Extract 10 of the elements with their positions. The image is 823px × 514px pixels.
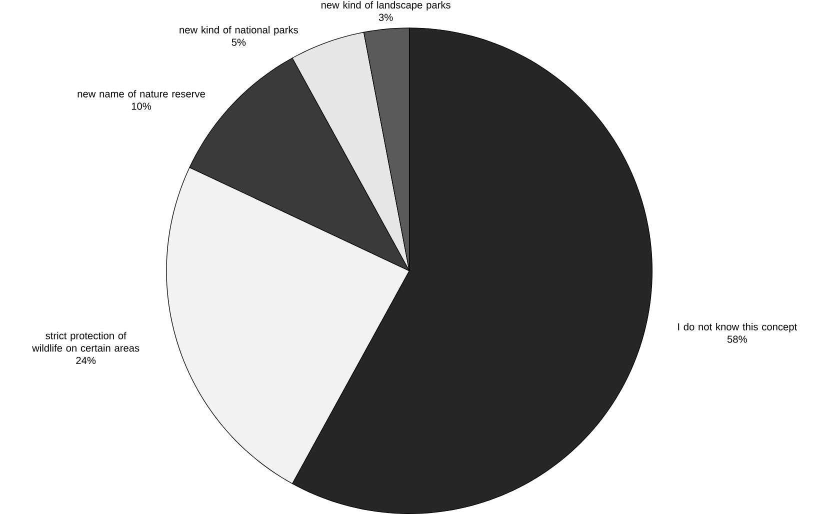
slice-label: strict protection of wildlife on certain areas bbox=[32, 332, 140, 352]
slice-label: new name of nature reserve bbox=[78, 90, 205, 98]
data-label: 3% bbox=[378, 14, 393, 21]
data-label: 10% bbox=[132, 102, 152, 110]
slice-label: new kind of national parks bbox=[180, 26, 298, 36]
data-label: 24% bbox=[76, 356, 96, 364]
data-label: 5% bbox=[232, 38, 246, 46]
data-label: 58% bbox=[727, 336, 747, 343]
slice-label: new kind of landscape parks bbox=[321, 1, 450, 11]
slice-label: I do not know this concept bbox=[678, 322, 798, 332]
